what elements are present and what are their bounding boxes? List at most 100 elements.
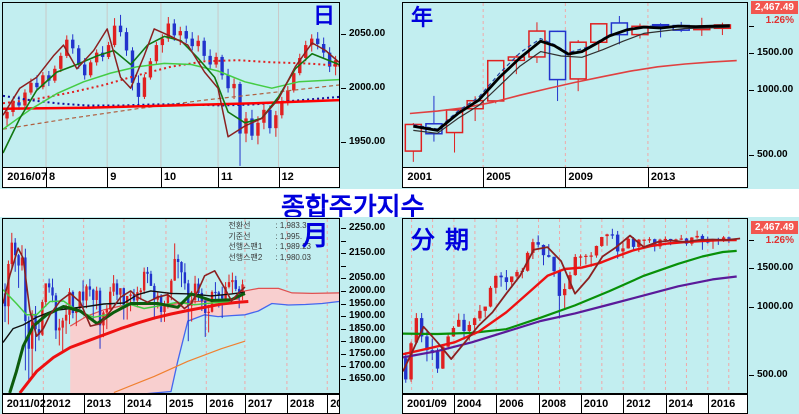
candle bbox=[37, 329, 41, 335]
candle bbox=[61, 320, 64, 328]
candle bbox=[510, 276, 514, 283]
candle bbox=[467, 325, 472, 332]
yearly-candlestick-chart bbox=[404, 3, 737, 167]
x-axis-separator bbox=[43, 395, 45, 413]
candle bbox=[557, 271, 562, 296]
candle bbox=[327, 52, 332, 67]
candle bbox=[504, 277, 509, 283]
x-axis-label: 2017 bbox=[247, 398, 273, 410]
quarterly-chart-area[interactable]: 分期 bbox=[402, 218, 748, 394]
candle bbox=[478, 310, 482, 319]
daily-chart-area[interactable]: 日 bbox=[2, 2, 340, 168]
candle bbox=[109, 291, 112, 310]
candle bbox=[13, 242, 17, 256]
x-axis-separator bbox=[327, 395, 329, 413]
candle bbox=[154, 45, 159, 62]
yearly-y-axis: 1500.00 1000.00 500.00 bbox=[749, 3, 798, 183]
candle bbox=[441, 346, 445, 369]
candle bbox=[214, 56, 218, 65]
candle bbox=[226, 75, 230, 89]
candle bbox=[651, 23, 670, 27]
candle bbox=[139, 290, 142, 293]
yearly-last-price: 2,467.49 bbox=[751, 1, 798, 14]
monthly-candlestick-chart bbox=[3, 219, 339, 393]
x-axis-separator bbox=[206, 395, 208, 413]
x-axis-label: 2014 bbox=[668, 398, 693, 410]
candle bbox=[578, 256, 583, 258]
candle bbox=[515, 272, 519, 277]
candle bbox=[54, 295, 58, 331]
candle bbox=[88, 286, 92, 290]
price-smoothing-darkred bbox=[3, 247, 246, 337]
x-axis-separator bbox=[46, 168, 47, 187]
candle bbox=[187, 283, 190, 306]
candle bbox=[224, 286, 227, 299]
x-axis-label: 2005 bbox=[486, 171, 511, 183]
x-axis-separator bbox=[107, 168, 109, 187]
candle bbox=[700, 235, 705, 242]
panel-quarterly: 分期 1500.00 1000.00 500.00 2001/09 2004 2006 2… bbox=[400, 217, 799, 414]
x-axis-label: 2008 bbox=[541, 398, 566, 410]
monthly-chart-area[interactable]: 전환선: 1,983.3 기준선: 1,995. 선행스팬1: 1,989.23… bbox=[2, 218, 340, 394]
candle bbox=[124, 32, 129, 51]
candle bbox=[446, 336, 450, 347]
quarterly-y-axis: 1500.00 1000.00 500.00 bbox=[749, 219, 798, 409]
candle bbox=[160, 38, 165, 46]
candle bbox=[44, 283, 47, 302]
legend-label: 선행스팬2 bbox=[228, 252, 263, 262]
candle bbox=[531, 242, 535, 253]
candle bbox=[41, 75, 45, 88]
x-axis-label: 12 bbox=[281, 171, 294, 183]
candle bbox=[115, 283, 119, 295]
daily-period-label: 日 bbox=[312, 3, 335, 28]
candle bbox=[98, 290, 102, 326]
candle bbox=[149, 273, 153, 286]
candle bbox=[217, 292, 221, 296]
x-axis-label: 8 bbox=[49, 171, 56, 183]
x-axis-separator bbox=[707, 395, 709, 413]
x-axis-separator bbox=[453, 395, 455, 413]
legend-label: 기준선 bbox=[228, 231, 251, 241]
candle bbox=[29, 82, 33, 93]
candle bbox=[605, 234, 609, 237]
yearly-chart-area[interactable]: 年 bbox=[402, 2, 748, 168]
candle bbox=[166, 294, 170, 304]
candle bbox=[166, 23, 171, 39]
candle bbox=[472, 318, 477, 326]
x-axis-label: 2004 bbox=[456, 398, 482, 410]
candle bbox=[68, 291, 71, 315]
candle bbox=[193, 283, 197, 301]
candle bbox=[146, 271, 149, 274]
candle bbox=[148, 61, 153, 78]
candle bbox=[17, 102, 21, 106]
candle bbox=[129, 294, 132, 296]
monthly-period-label: 月 bbox=[302, 221, 329, 251]
candle bbox=[286, 90, 290, 102]
title-band: 종합주가지수 bbox=[0, 189, 799, 222]
yearly-price-badge: 2,467.49 1.26% bbox=[751, 1, 798, 26]
candle bbox=[414, 318, 419, 343]
ma-red-solid bbox=[3, 98, 339, 110]
candle bbox=[274, 115, 278, 129]
daily-candlestick-chart bbox=[3, 3, 339, 167]
candle bbox=[122, 288, 125, 306]
legend-row: 기준선: 1,995. bbox=[228, 232, 311, 243]
candle bbox=[451, 327, 456, 337]
candle bbox=[153, 285, 156, 300]
panel-monthly: 전환선: 1,983.3 기준선: 1,995. 선행스팬1: 1,989.23… bbox=[0, 217, 400, 414]
candle bbox=[594, 245, 599, 256]
x-axis-label: 9 bbox=[110, 171, 117, 183]
candle bbox=[77, 48, 81, 65]
black-line bbox=[3, 290, 245, 343]
yearly-change-percent: 1.26% bbox=[765, 15, 794, 26]
candle bbox=[232, 83, 236, 89]
candle bbox=[536, 242, 540, 245]
candle bbox=[202, 40, 206, 56]
x-axis-label: 2013 bbox=[86, 398, 112, 410]
ichimoku-legend: 전환선: 1,983.3 기준선: 1,995. 선행스팬1: 1,989.23… bbox=[228, 221, 311, 263]
x-axis-label: 2016/07 bbox=[7, 171, 48, 183]
candle bbox=[315, 38, 320, 44]
x-axis-label: 2001/09 bbox=[407, 398, 447, 410]
candle bbox=[457, 319, 461, 327]
